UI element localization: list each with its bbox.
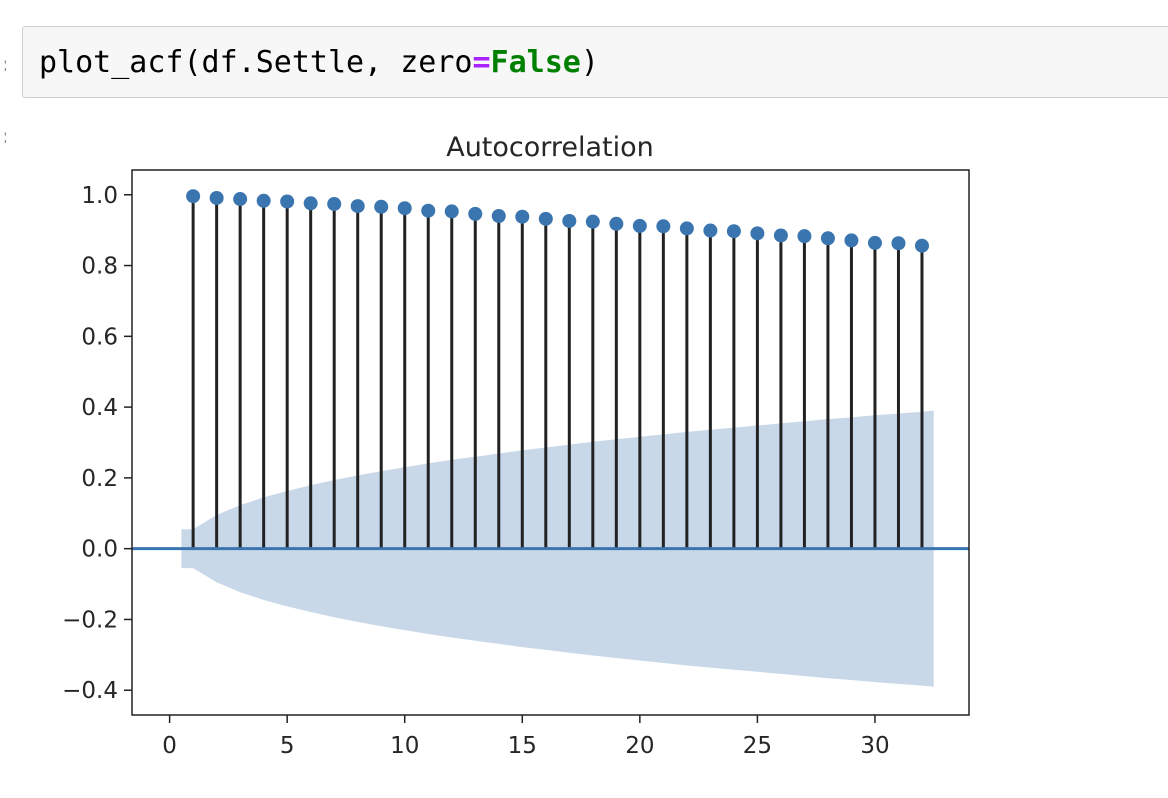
y-tick-label: 0.2 [81, 466, 118, 492]
output-prompt-marker: : [0, 124, 6, 144]
acf-point [820, 231, 835, 246]
acf-point [186, 189, 201, 204]
stems-layer [191, 196, 924, 549]
y-tick-label: 0.8 [81, 254, 118, 280]
y-tick-label: 0.4 [81, 395, 118, 421]
acf-point [397, 201, 412, 216]
x-tick-label: 15 [508, 733, 537, 759]
acf-point [515, 209, 530, 224]
chart-title: Autocorrelation [446, 132, 654, 163]
x-tick-label: 30 [860, 733, 889, 759]
y-tick-label: −0.4 [62, 678, 118, 704]
acf-point [256, 193, 271, 208]
x-tick-label: 20 [625, 733, 654, 759]
acf-plot: Autocorrelation 0 5 10 15 20 25 30 −0.4 −0.2 0.0… [62, 132, 970, 759]
acf-point [656, 219, 671, 234]
acf-point [797, 229, 812, 244]
code-close-paren: ) [580, 45, 599, 80]
acf-point [303, 196, 318, 211]
code-cell[interactable]: plot_acf(df.Settle, zero=False) [22, 26, 1168, 98]
x-tick-label: 0 [162, 733, 177, 759]
acf-point [350, 199, 365, 214]
y-axis-ticks: −0.4 −0.2 0.0 0.2 0.4 0.6 0.8 1.0 [62, 183, 132, 704]
acf-point [609, 216, 624, 231]
x-tick-label: 10 [390, 733, 419, 759]
acf-point [374, 199, 389, 214]
acf-point [703, 223, 718, 238]
y-tick-label: 1.0 [81, 183, 118, 209]
acf-point [914, 238, 929, 253]
acf-point [421, 203, 436, 218]
acf-point [209, 190, 224, 205]
acf-point [444, 204, 459, 219]
acf-point [491, 209, 506, 224]
acf-point [867, 235, 882, 250]
acf-point [233, 192, 248, 207]
acf-point [773, 228, 788, 243]
acf-point [891, 236, 906, 251]
acf-point [538, 211, 553, 226]
x-tick-label: 25 [743, 733, 772, 759]
y-tick-label: 0.0 [81, 537, 118, 563]
y-tick-label: −0.2 [62, 607, 118, 633]
code-operator: = [472, 45, 491, 80]
acf-point [327, 196, 342, 211]
input-prompt-marker: : [0, 52, 6, 72]
plot-frame [131, 169, 970, 716]
y-tick-label: 0.6 [81, 324, 118, 350]
acf-point [468, 206, 483, 221]
code-keyword: False [490, 45, 581, 80]
acf-point [726, 224, 741, 239]
code-call: plot_acf(df.Settle, zero [39, 45, 473, 80]
acf-point [562, 213, 577, 228]
code-line: plot_acf(df.Settle, zero=False) [39, 45, 599, 81]
markers-layer [186, 189, 929, 253]
x-axis-ticks: 0 5 10 15 20 25 30 [162, 715, 890, 759]
acf-point [750, 226, 765, 241]
acf-point [280, 194, 295, 209]
acf-point [585, 214, 600, 229]
acf-point [844, 233, 859, 248]
x-tick-label: 5 [280, 733, 295, 759]
acf-point [632, 218, 647, 233]
acf-point [679, 221, 694, 236]
